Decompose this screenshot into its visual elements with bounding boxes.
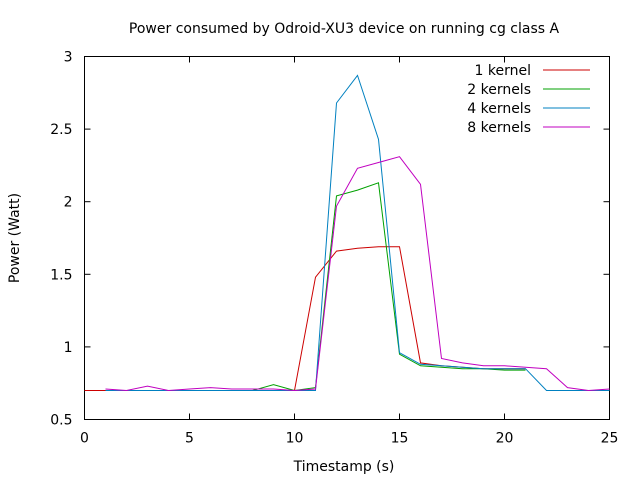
y-axis-label: Power (Watt) bbox=[7, 193, 23, 283]
x-tick-label: 0 bbox=[80, 431, 89, 447]
y-tick-label: 1.5 bbox=[50, 267, 72, 283]
x-tick-label: 10 bbox=[286, 431, 304, 447]
x-tick-label: 20 bbox=[496, 431, 514, 447]
y-tick-label: 2 bbox=[64, 195, 73, 211]
legend-label: 1 kernel bbox=[475, 63, 531, 79]
y-tick-label: 3 bbox=[64, 50, 73, 66]
x-axis-label: Timestamp (s) bbox=[293, 459, 395, 475]
series-lines bbox=[84, 74, 610, 392]
legend-label: 4 kernels bbox=[467, 101, 531, 117]
legend-label: 2 kernels bbox=[467, 82, 531, 98]
series-line-4 bbox=[105, 156, 610, 392]
y-tick-label: 2.5 bbox=[50, 122, 72, 138]
y-tick-label: 1 bbox=[64, 340, 73, 356]
chart-title: Power consumed by Odroid-XU3 device on r… bbox=[129, 21, 560, 37]
x-tick-label: 25 bbox=[601, 431, 619, 447]
legend-label: 8 kernels bbox=[467, 120, 531, 136]
y-axis: 0.5 1 1.5 2 2.5 3 bbox=[50, 50, 610, 429]
plot-frame bbox=[84, 56, 610, 420]
y-tick-label: 0.5 bbox=[50, 413, 72, 429]
x-axis: 0 5 10 15 20 25 bbox=[80, 56, 619, 447]
legend: 1 kernel 2 kernels 4 kernels 8 kernels bbox=[467, 63, 590, 136]
series-line-3 bbox=[105, 74, 610, 391]
series-line-2 bbox=[105, 182, 526, 392]
x-tick-label: 5 bbox=[185, 431, 194, 447]
x-tick-label: 15 bbox=[391, 431, 409, 447]
